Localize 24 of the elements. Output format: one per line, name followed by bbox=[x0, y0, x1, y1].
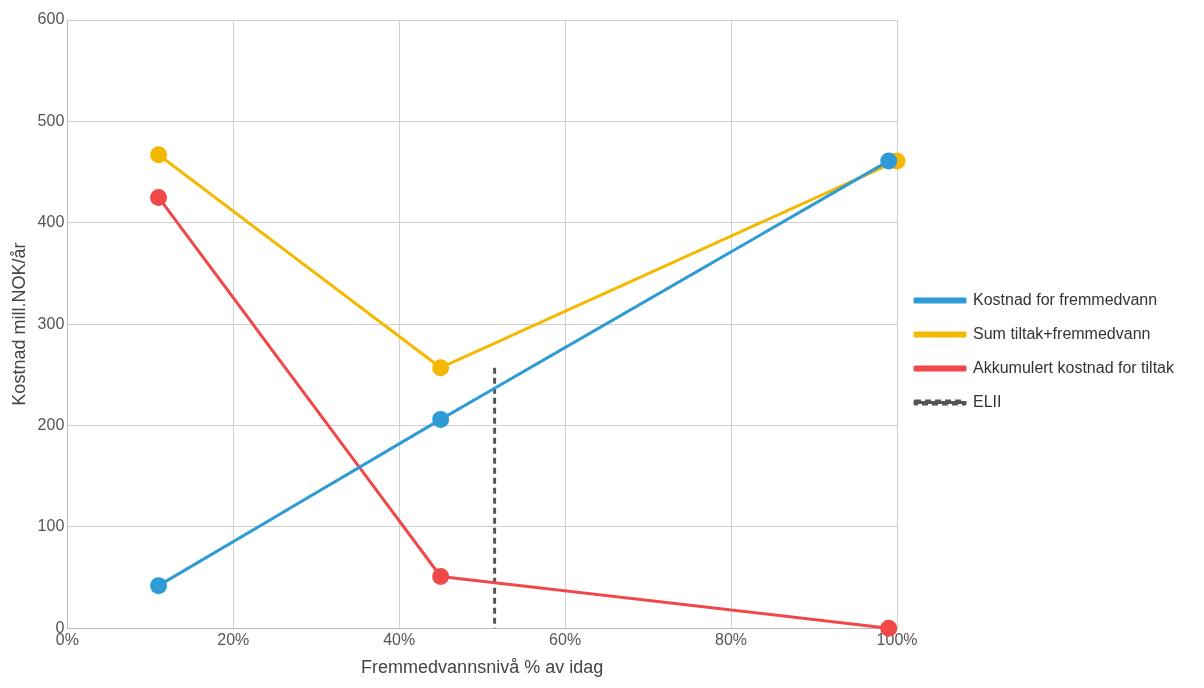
point bbox=[880, 152, 898, 170]
y-axis-title: Kostnad mill.NOK/år bbox=[8, 242, 29, 406]
point bbox=[432, 568, 450, 585]
x-tick-label: 80% bbox=[715, 631, 748, 649]
y-tick-label: 600 bbox=[37, 10, 65, 28]
point bbox=[432, 410, 450, 428]
y-tick-label: 100 bbox=[37, 517, 65, 535]
point bbox=[150, 146, 168, 164]
y-tick-label: 500 bbox=[37, 111, 65, 129]
x-tick-label: 60% bbox=[549, 631, 582, 649]
legend-label: Akkumulert kostnad for tiltak bbox=[973, 358, 1175, 376]
y-tick-label: 300 bbox=[37, 314, 65, 332]
point bbox=[150, 188, 168, 206]
point bbox=[432, 359, 450, 377]
y-tick-label: 200 bbox=[37, 415, 65, 433]
x-axis-title: Fremmedvannsnivå % av idag bbox=[361, 657, 604, 678]
point bbox=[150, 577, 168, 595]
x-tick-label: 40% bbox=[383, 631, 416, 649]
legend-label: ELII bbox=[973, 392, 1002, 410]
x-tick-label: 0% bbox=[55, 631, 79, 649]
legend-label: Sum tiltak+fremmedvann bbox=[973, 324, 1151, 342]
x-tick-label: 20% bbox=[217, 631, 250, 649]
legend-label: Kostnad for fremmedvann bbox=[973, 290, 1158, 308]
y-tick-label: 400 bbox=[37, 213, 65, 231]
